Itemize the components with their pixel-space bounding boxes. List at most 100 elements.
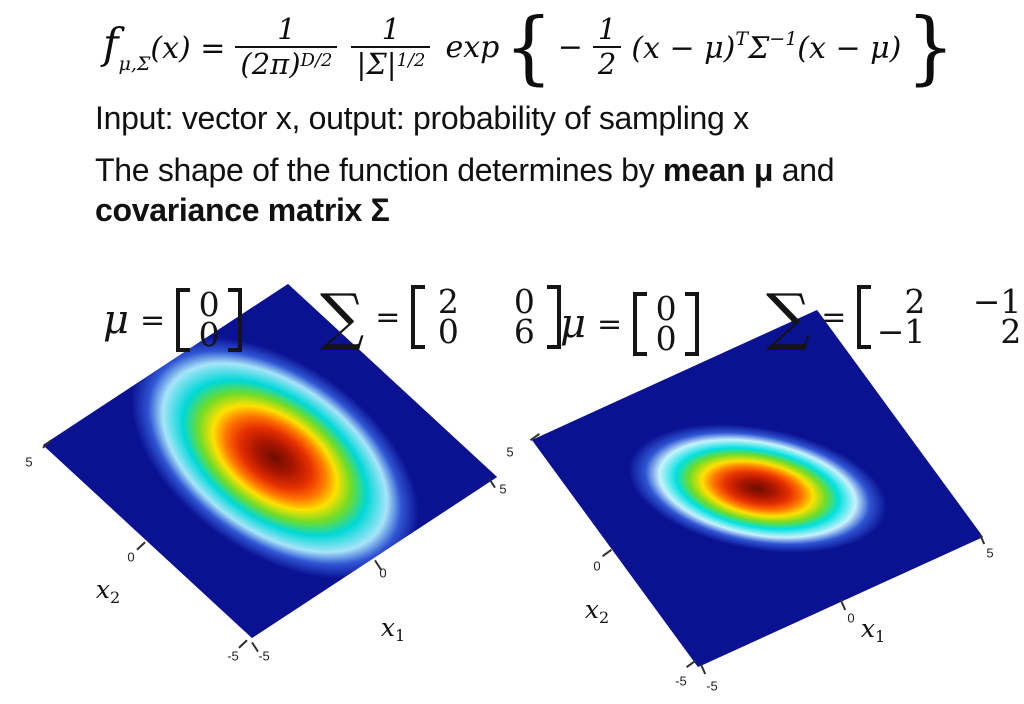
fraction-numerator: 1 <box>277 11 296 46</box>
sigma-definition-right: ∑ = 2 −1 −1 2 <box>766 285 1024 349</box>
tick-label-x0-left: 0 <box>379 565 387 581</box>
minus-sign: − <box>557 29 583 65</box>
mean-mu-bold: mean μ <box>662 152 774 188</box>
tick-label-y5-right: 5 <box>506 444 514 460</box>
axis-letter: x <box>380 613 395 642</box>
tick-label-xm5-right: -5 <box>706 678 718 694</box>
tick-label-x0-right: 0 <box>847 610 855 626</box>
mu-symbol: μ <box>560 301 586 347</box>
denominator-base: |Σ| <box>356 47 397 81</box>
inverse-superscript: −1 <box>769 28 798 50</box>
gaussian-pdf-formula: fμ,Σ(x) = 1 (2π)D/2 1 |Σ|1/2 exp { − 1 2… <box>100 4 957 90</box>
tick-mark <box>136 541 146 551</box>
fraction-denominator: (2π)D/2 <box>235 46 338 81</box>
axis-letter: x <box>860 614 875 643</box>
x-minus-mu: (x − μ) <box>797 31 902 66</box>
matrix-entry: −1 <box>972 282 1022 321</box>
exp-operator: exp <box>445 29 500 65</box>
right-bracket <box>685 292 700 356</box>
mu-entry: 0 <box>198 315 220 354</box>
formula-f-subscript: μ,Σ <box>118 53 151 75</box>
tick-label-x5-right: 5 <box>986 545 994 561</box>
matrix-entry: −1 <box>876 312 926 351</box>
xlabel-right: x1 <box>861 614 885 646</box>
mu-entry: 0 <box>655 319 677 358</box>
quadratic-form: (x − μ)TΣ−1(x − μ) <box>631 28 901 66</box>
formula-arg: (x) = <box>150 31 226 66</box>
matrix-entry: 2 <box>437 282 459 321</box>
fraction-denominator: 2 <box>592 46 622 81</box>
matrix-entry: 2 <box>904 282 926 321</box>
matrix-entry: 0 <box>513 282 535 321</box>
text-line-covariance: covariance matrix Σ <box>95 192 390 228</box>
axis-subscript: 2 <box>598 608 610 627</box>
equals-sign: = <box>140 302 166 338</box>
matrix-entry: 6 <box>513 312 535 351</box>
left-bracket <box>411 285 426 349</box>
denominator-exponent: 1/2 <box>396 50 426 71</box>
sigma-inverse: Σ <box>748 31 770 66</box>
mu-entry: 0 <box>198 285 220 324</box>
ylabel-left: x2 <box>96 575 120 607</box>
mu-entry: 0 <box>655 289 677 328</box>
shape-text-tail: and <box>773 152 835 188</box>
text-line-input-output: Input: vector x, output: probability of … <box>95 100 749 136</box>
denominator-base: (2π) <box>240 47 301 81</box>
left-bracket <box>633 292 648 356</box>
tick-label-y5-left: 5 <box>25 454 33 470</box>
tick-label-xm5-left: -5 <box>258 648 270 664</box>
axis-letter: x <box>584 595 599 624</box>
tick-label-y0-right: 0 <box>593 558 601 574</box>
normalizer-fraction-2: 1 |Σ|1/2 <box>351 11 431 82</box>
matrix-entry: 2 <box>1000 312 1022 351</box>
tick-label-ym5-left: -5 <box>227 648 239 664</box>
normalizer-fraction-1: 1 (2π)D/2 <box>235 11 338 82</box>
left-bracket <box>176 288 191 352</box>
axis-letter: x <box>95 575 110 604</box>
ylabel-right: x2 <box>585 595 609 627</box>
tick-label-y0-left: 0 <box>127 549 135 565</box>
mu-symbol: μ <box>103 297 129 343</box>
axis-subscript: 2 <box>109 588 121 607</box>
left-bracket <box>857 285 872 349</box>
tick-mark <box>251 641 259 653</box>
right-brace: } <box>906 0 955 93</box>
equals-sign: = <box>375 299 401 335</box>
fraction-numerator: 1 <box>381 11 401 46</box>
left-brace: { <box>504 0 553 93</box>
axis-subscript: 1 <box>394 626 406 645</box>
covariance-matrix: 2 −1 −1 2 <box>857 285 1024 349</box>
formula-lhs: fμ,Σ(x) = <box>103 19 225 75</box>
x-minus-mu-transposed: (x − μ) <box>631 31 736 66</box>
axis-subscript: 1 <box>874 627 886 646</box>
tick-mark <box>685 659 697 669</box>
formula-f: f <box>103 19 119 68</box>
right-bracket <box>547 285 562 349</box>
fraction-numerator: 1 <box>597 11 617 46</box>
tick-mark <box>601 548 613 558</box>
tick-mark <box>238 639 248 649</box>
tick-mark <box>839 599 847 611</box>
tick-label-x5-left: 5 <box>499 481 507 497</box>
xlabel-left: x1 <box>381 613 405 645</box>
shape-text-normal: The shape of the function determines by <box>95 152 663 188</box>
one-half-fraction: 1 2 <box>592 11 622 82</box>
sigma-symbol: ∑ <box>766 280 811 353</box>
equals-sign: = <box>821 299 847 335</box>
text-line-shape: The shape of the function determines by … <box>95 152 835 189</box>
tick-mark <box>699 663 707 675</box>
equals-sign: = <box>597 306 623 342</box>
transpose-superscript: T <box>735 28 749 50</box>
right-bracket <box>228 288 243 352</box>
sigma-symbol: ∑ <box>320 280 365 353</box>
denominator-exponent: D/2 <box>300 50 333 71</box>
tick-label-ym5-right: -5 <box>675 673 687 689</box>
fraction-denominator: |Σ|1/2 <box>351 46 431 81</box>
